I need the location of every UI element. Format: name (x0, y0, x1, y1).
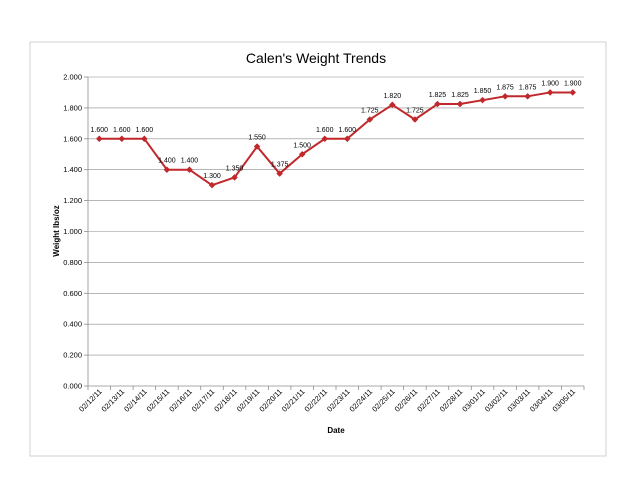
data-point (186, 166, 193, 174)
y-tick-label: 1.000 (63, 227, 82, 236)
y-tick-label: 1.200 (63, 196, 82, 205)
data-labels: 1.600 1.600 1.600 1.400 1.400 1.300 1.350 1.550… (91, 80, 582, 180)
data-point (343, 135, 351, 143)
y-tick-label: 0.600 (63, 289, 82, 298)
data-point (208, 181, 216, 189)
y-tick-label: 2.000 (63, 73, 82, 82)
data-point (389, 101, 396, 109)
y-axis-ticks: 0.000 0.200 0.400 0.600 0.800 1.000 1.200 1.400… (63, 73, 82, 391)
data-point (118, 135, 126, 143)
data-point (569, 89, 577, 96)
data-label: 1.900 (541, 80, 559, 87)
data-label: 1.600 (113, 127, 131, 134)
y-tick-label: 0.800 (63, 258, 82, 267)
x-axis-title: Date (327, 426, 345, 435)
data-point (524, 92, 531, 100)
data-label: 1.820 (384, 93, 402, 100)
data-label: 1.350 (226, 165, 244, 172)
y-tick-label: 1.800 (63, 103, 82, 112)
y-tick-label: 1.600 (63, 134, 82, 143)
data-point (434, 100, 441, 108)
chart-frame (29, 41, 607, 457)
data-label: 1.300 (203, 173, 221, 180)
series-weight (95, 89, 577, 189)
data-label: 1.725 (361, 107, 379, 114)
data-label: 1.500 (293, 142, 311, 149)
gridlines (84, 76, 584, 387)
data-point (456, 100, 464, 108)
data-point (298, 150, 306, 158)
data-point (163, 166, 171, 174)
data-label: 1.600 (91, 127, 109, 134)
data-point (141, 135, 148, 143)
data-label: 1.400 (158, 158, 176, 165)
data-point (276, 170, 283, 177)
data-point (231, 174, 238, 181)
data-label: 1.850 (474, 88, 492, 95)
series-line (99, 91, 573, 187)
data-point (321, 135, 329, 143)
data-point (253, 143, 261, 150)
y-tick-label: 1.400 (63, 165, 82, 174)
data-label: 1.875 (519, 84, 537, 91)
data-label: 1.825 (451, 92, 469, 99)
y-tick-label: 0.200 (63, 351, 82, 360)
data-label: 1.400 (181, 158, 199, 165)
data-label: 1.825 (429, 92, 447, 99)
data-label: 1.900 (564, 80, 582, 87)
data-label: 1.375 (271, 162, 289, 169)
data-point (546, 89, 554, 96)
data-label: 1.875 (496, 84, 514, 91)
data-point (95, 135, 103, 143)
data-point (366, 116, 374, 123)
y-tick-label: 0.400 (63, 320, 82, 329)
data-point (501, 92, 509, 100)
chart-title: Calen's Weight Trends (246, 50, 386, 66)
data-point (479, 96, 486, 104)
data-label: 1.600 (339, 127, 357, 134)
y-axis-title: Weight lbs/oz (52, 205, 61, 256)
y-tick-label: 0.000 (63, 382, 82, 391)
data-label: 1.550 (248, 135, 266, 142)
data-point (411, 116, 419, 123)
data-label: 1.600 (316, 127, 334, 134)
data-label: 1.725 (406, 107, 424, 114)
data-label: 1.600 (136, 127, 154, 134)
